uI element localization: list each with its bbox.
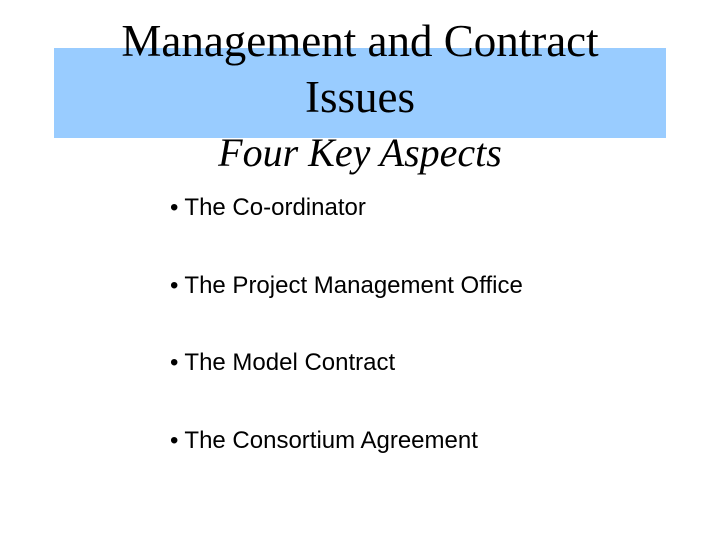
bullet-marker: •	[170, 349, 179, 376]
bullet-marker: •	[170, 271, 179, 299]
slide-title-line-1: Management and Contract	[121, 16, 599, 66]
bullet-list: • The Co-ordinator • The Project Managemen…	[170, 190, 523, 500]
bullet-item-consortium-agreement: • The Consortium Agreement	[170, 423, 523, 459]
bullet-text: The Consortium Agreement	[184, 426, 478, 454]
bullet-text: The Co-ordinator	[184, 194, 366, 221]
bullet-item-coordinator: • The Co-ordinator	[170, 190, 523, 226]
bullet-text: The Model Contract	[184, 349, 396, 376]
bullet-marker: •	[170, 194, 179, 221]
bullet-item-project-management-office: • The Project Management Office	[170, 268, 523, 304]
title-background-band	[54, 48, 666, 138]
bullet-text: The Project Management Office	[184, 271, 523, 299]
slide-title: Management and Contract Issues	[0, 13, 720, 125]
slide-title-line-2: Issues	[305, 72, 415, 122]
slide-subtitle: Four Key Aspects	[218, 130, 502, 175]
bullet-marker: •	[170, 426, 179, 454]
bullet-item-model-contract: • The Model Contract	[170, 345, 523, 381]
